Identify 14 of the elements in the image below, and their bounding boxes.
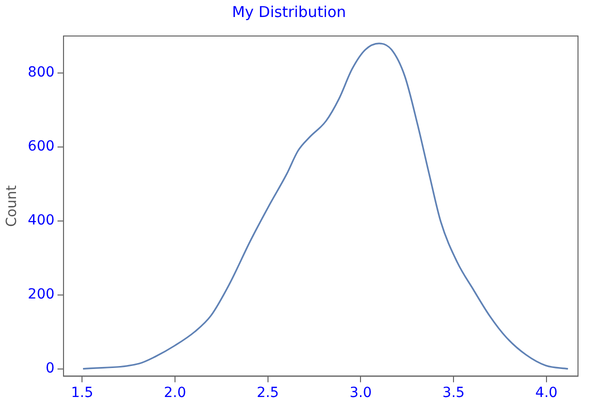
y-tick-label: 800 <box>28 64 55 81</box>
y-axis-title: Count <box>4 184 20 227</box>
y-tick-label: 0 <box>46 360 55 376</box>
x-tick-label: 3.0 <box>350 385 372 402</box>
x-tick-label: 2.0 <box>164 385 186 402</box>
y-tick-label: 400 <box>28 212 55 229</box>
line-series <box>82 42 569 370</box>
x-tick-label: 2.5 <box>256 385 279 402</box>
x-tick-label: 4.0 <box>535 385 558 402</box>
y-tick-label: 600 <box>28 138 55 155</box>
y-tick-label: 200 <box>28 286 55 302</box>
chart-title: My Distribution <box>232 2 346 21</box>
x-tick-label: 3.5 <box>442 385 465 402</box>
x-tick-label: 1.5 <box>70 385 94 402</box>
